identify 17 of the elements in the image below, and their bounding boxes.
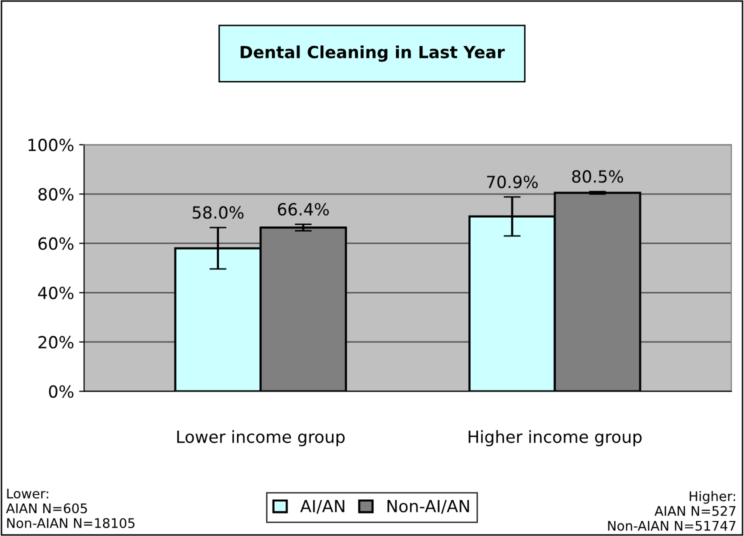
data-label: 70.9% [487, 176, 538, 188]
legend-label: AI/AN [300, 500, 344, 514]
y-tick-label: 40% [38, 286, 74, 300]
y-tick-label: 60% [38, 237, 74, 250]
text: Higher: AIAN N=527 Non-AIAN N=51747 [608, 491, 736, 531]
y-tick-label: 100% [28, 138, 74, 152]
text: Lower: AIAN N=605 Non-AIAN N=18105 [6, 488, 134, 528]
y-tick-label: 80% [38, 188, 74, 201]
chart-title: Dental Cleaning in Last Year [240, 45, 505, 62]
data-label: 80.5% [572, 170, 624, 183]
data-label: 58.0% [192, 206, 244, 219]
x-tick-label: Higher income group [468, 430, 642, 446]
x-tick-label: Lower income group [177, 430, 345, 446]
legend-label: Non-AI/AN [388, 500, 469, 514]
data-label: 66.4% [278, 202, 329, 216]
y-tick-label: 0% [49, 385, 74, 398]
y-tick-label: 20% [38, 336, 74, 349]
